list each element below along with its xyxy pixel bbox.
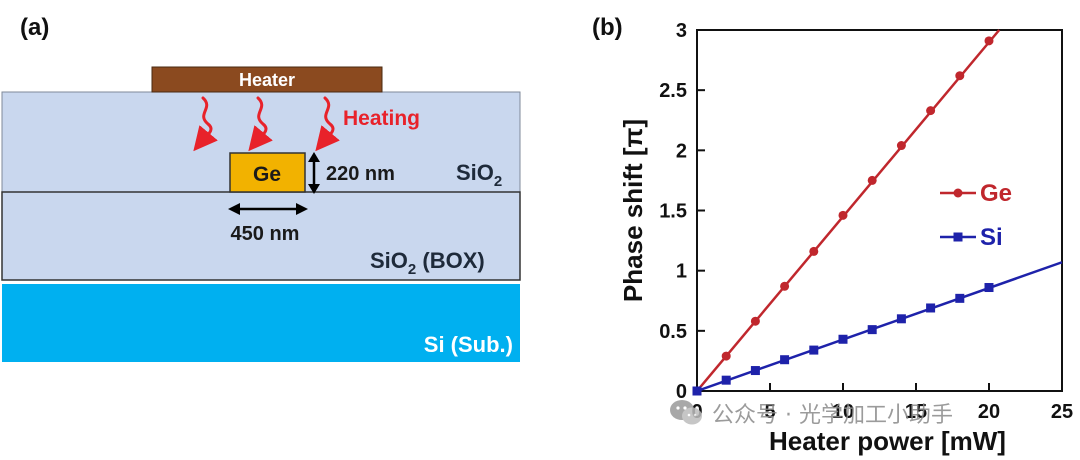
y-tick-label: 2 [676,140,687,162]
y-tick-label: 1 [676,261,687,283]
x-tick-label: 15 [905,401,927,423]
legend-label-si: Si [980,224,1003,251]
point-si [984,283,994,293]
y-tick-label: 3 [676,20,687,42]
chart-markers [692,36,994,396]
point-si [780,355,790,365]
y-tick-label: 1.5 [659,201,687,223]
panel-label-b: (b) [592,14,623,41]
width-label: 450 nm [231,223,300,245]
x-tick-label: 25 [1051,401,1073,423]
width-dimension-arrow [228,203,308,215]
chart-frame [696,29,1063,392]
point-si [955,293,965,303]
watermark: 公众号 · 光学加工小助手 [668,396,953,430]
chart-legend: Ge Si [940,180,1012,251]
watermark-text: 公众号 · 光学加工小助手 [712,403,953,428]
point-ge [838,210,848,220]
box-label: SiO2 (BOX) [370,248,485,278]
heating-label: Heating [343,107,420,130]
chart-fit-lines [696,29,1063,393]
point-si [867,325,877,335]
point-ge [750,316,760,326]
heater-label: Heater [239,70,295,90]
point-si [896,314,906,324]
point-ge [955,71,965,81]
point-ge [721,351,731,361]
heating-arrow-3 [315,96,340,152]
point-si [838,334,848,344]
ge-core-label: Ge [253,163,281,186]
chart-ticks: 051015202500.511.522.53 [659,20,1073,423]
y-axis-label: Phase shift [π] [618,119,648,302]
height-label: 220 nm [326,163,395,185]
heating-arrows [193,96,340,152]
x-tick-label: 10 [832,401,854,423]
height-dimension-arrow [308,152,320,194]
heater-bar [151,66,383,93]
legend-marker-si [953,232,963,242]
y-tick-label: 0 [676,381,687,403]
legend-label-ge: Ge [980,180,1012,207]
plot-frame [696,29,1063,392]
substrate-label: Si (Sub.) [424,332,513,357]
point-ge [809,246,819,256]
point-si [750,366,760,376]
point-si [692,386,702,396]
y-tick-label: 0.5 [659,321,687,343]
x-axis-label: Heater power [mW] [769,426,1006,456]
fit-line-ge [696,29,1001,392]
point-si [721,375,731,385]
sio2-clad-label: SiO2 [456,160,502,190]
heating-arrow-2 [248,96,273,152]
heating-arrow-1 [193,96,218,152]
substrate-layer [2,284,520,362]
x-tick-label: 20 [978,401,1000,423]
device-cross-section: Heater Heating Ge 220 nm SiO2 450 nm SiO… [1,66,521,362]
point-ge [780,281,790,291]
point-ge [926,106,936,116]
point-si [809,345,819,355]
wechat-icon [670,400,702,425]
ge-core [229,152,306,193]
box-layer [1,191,521,281]
point-si [926,303,936,313]
legend-marker-ge [953,188,963,198]
panel-label-a: (a) [20,14,50,41]
y-tick-label: 2.5 [659,80,687,102]
point-ge [896,141,906,151]
x-tick-label: 5 [764,401,775,423]
point-ge [867,175,877,185]
point-ge [984,36,994,46]
